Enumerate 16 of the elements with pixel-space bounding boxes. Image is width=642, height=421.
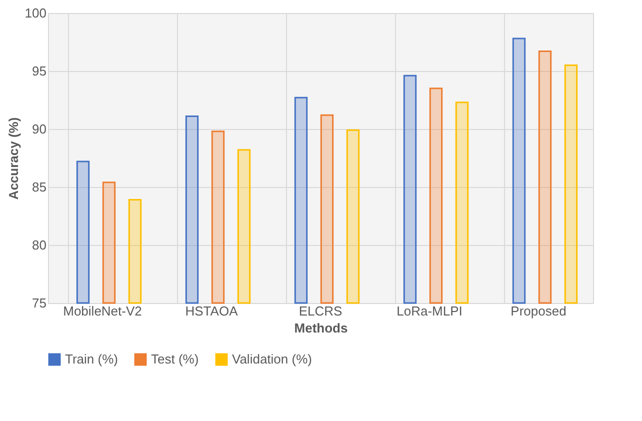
x-tick-label: MobileNet-V2 — [63, 304, 142, 318]
legend-label: Train (%) — [65, 352, 118, 367]
y-tick-label: 90 — [32, 122, 46, 136]
y-axis-title: Accuracy (%) — [6, 117, 21, 200]
x-tick-label: LoRa-MLPI — [396, 304, 462, 318]
x-tick-label: Proposed — [510, 304, 566, 318]
y-tick-label: 85 — [32, 180, 46, 194]
y-tick-label: 80 — [32, 238, 46, 252]
legend-label: Test (%) — [151, 352, 199, 367]
y-tick-label: 75 — [32, 296, 46, 310]
y-tick-label: 95 — [32, 64, 46, 78]
legend-label: Validation (%) — [232, 352, 312, 367]
x-axis-title: Methods — [294, 320, 348, 336]
y-tick-label: 100 — [24, 6, 46, 20]
x-tick-label: ELCRS — [298, 304, 342, 318]
x-tick-label: HSTAOA — [185, 304, 238, 318]
